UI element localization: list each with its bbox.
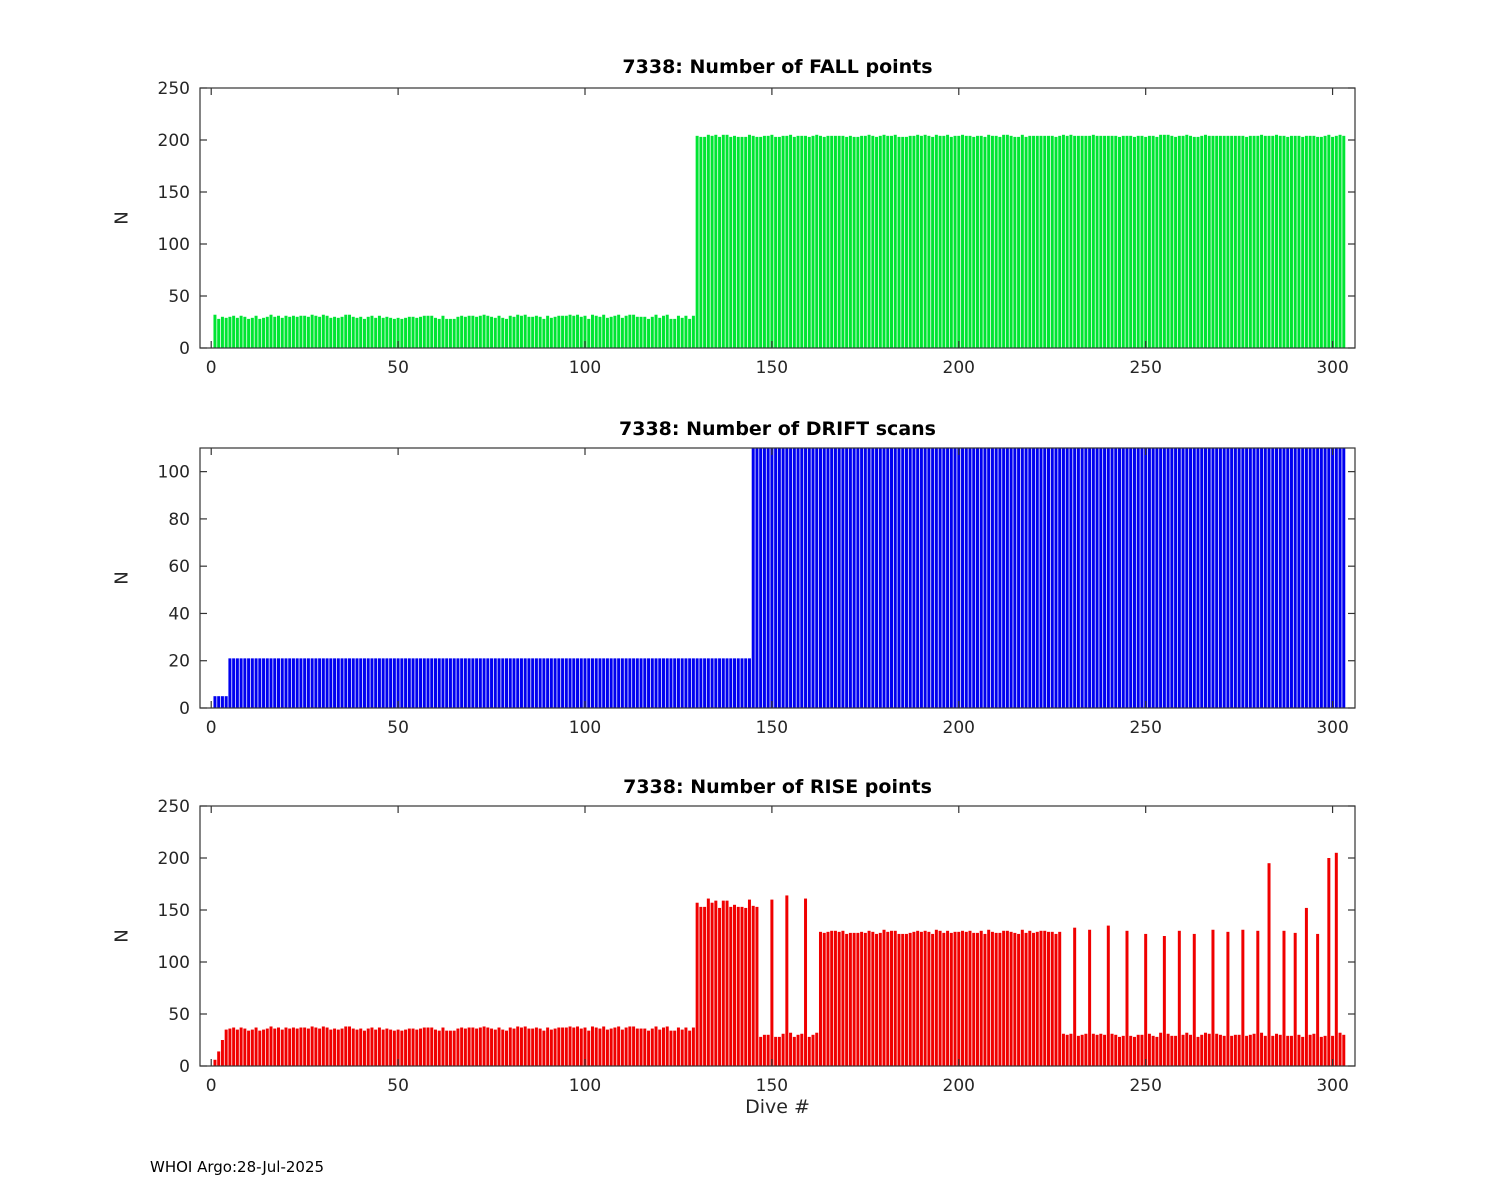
svg-text:250: 250 <box>158 79 190 99</box>
svg-text:200: 200 <box>943 1076 975 1096</box>
svg-text:250: 250 <box>1129 718 1161 738</box>
svg-text:150: 150 <box>756 718 788 738</box>
svg-text:200: 200 <box>943 718 975 738</box>
drift-chart-title: 7338: Number of DRIFT scans <box>619 418 936 440</box>
x-axis-label: Dive # <box>745 1096 810 1118</box>
fall-axes-box <box>199 87 1356 349</box>
svg-text:250: 250 <box>158 797 190 817</box>
svg-text:200: 200 <box>943 358 975 378</box>
drift-bars <box>213 448 1346 708</box>
drift-axes-box <box>199 447 1356 709</box>
drift-y-axis-label: N <box>111 571 133 585</box>
svg-text:150: 150 <box>756 358 788 378</box>
svg-text:200: 200 <box>158 849 190 869</box>
svg-text:150: 150 <box>158 183 190 203</box>
svg-text:20: 20 <box>168 652 190 672</box>
svg-text:100: 100 <box>158 953 190 973</box>
rise-chart-title: 7338: Number of RISE points <box>623 776 932 798</box>
svg-text:50: 50 <box>387 718 409 738</box>
svg-text:100: 100 <box>569 718 601 738</box>
svg-text:300: 300 <box>1316 718 1348 738</box>
svg-text:250: 250 <box>1129 1076 1161 1096</box>
svg-text:50: 50 <box>387 358 409 378</box>
svg-text:50: 50 <box>168 287 190 307</box>
svg-text:150: 150 <box>158 901 190 921</box>
svg-text:100: 100 <box>569 358 601 378</box>
svg-text:80: 80 <box>168 510 190 530</box>
svg-text:0: 0 <box>206 358 217 378</box>
fall-chart-title: 7338: Number of FALL points <box>622 56 933 78</box>
svg-text:60: 60 <box>168 557 190 577</box>
svg-text:100: 100 <box>569 1076 601 1096</box>
svg-text:50: 50 <box>168 1005 190 1025</box>
fall-plot: 0 50 100 150 200 250 0 50 100 150 200 250 300 <box>158 79 1356 378</box>
svg-text:0: 0 <box>179 699 190 719</box>
watermark-text: WHOI Argo:28-Jul-2025 <box>150 1158 325 1176</box>
fall-y-axis-label: N <box>111 211 133 225</box>
rise-y-axis-label: N <box>111 929 133 943</box>
svg-text:0: 0 <box>179 339 190 359</box>
svg-text:200: 200 <box>158 131 190 151</box>
rise-axes-box <box>199 805 1356 1067</box>
svg-text:100: 100 <box>158 235 190 255</box>
svg-text:150: 150 <box>756 1076 788 1096</box>
svg-text:250: 250 <box>1129 358 1161 378</box>
svg-text:40: 40 <box>168 604 190 624</box>
svg-text:50: 50 <box>387 1076 409 1096</box>
drift-plot: 0 20 40 60 80 100 0 50 100 150 200 250 300 <box>158 447 1356 738</box>
svg-text:0: 0 <box>179 1057 190 1077</box>
svg-text:0: 0 <box>206 1076 217 1096</box>
svg-text:300: 300 <box>1316 358 1348 378</box>
fall-bars <box>213 134 1346 348</box>
svg-text:0: 0 <box>206 718 217 738</box>
rise-bars <box>213 852 1346 1066</box>
rise-plot: 0 50 100 150 200 250 0 50 100 150 200 250 300 <box>158 797 1356 1096</box>
svg-text:100: 100 <box>158 463 190 483</box>
svg-text:300: 300 <box>1316 1076 1348 1096</box>
